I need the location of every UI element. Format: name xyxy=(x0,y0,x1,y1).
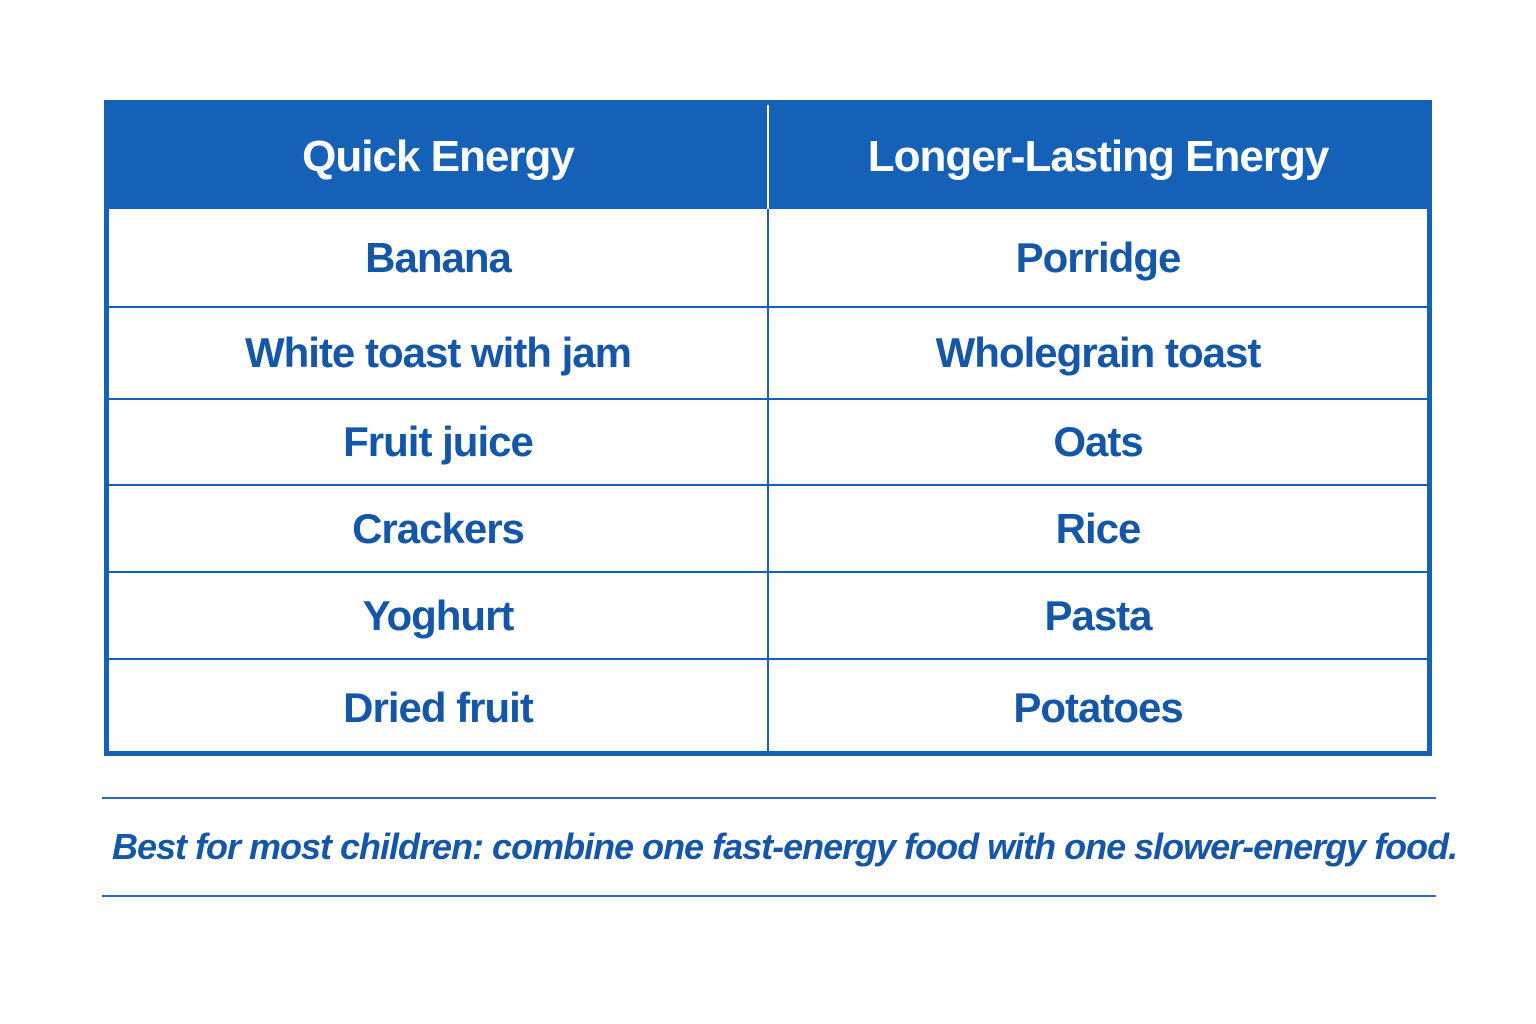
footnote-text: Best for most children: combine one fast… xyxy=(112,826,1458,867)
header-longer-lasting-energy: Longer-Lasting Energy xyxy=(768,105,1427,209)
table-row: Crackers Rice xyxy=(109,485,1427,573)
table-row: Yoghurt Pasta xyxy=(109,572,1427,660)
table-header: Quick Energy Longer-Lasting Energy xyxy=(109,105,1427,209)
table-row: Banana Porridge xyxy=(109,209,1427,308)
quick-energy-cell: Banana xyxy=(109,209,769,308)
quick-energy-cell: Dried fruit xyxy=(109,659,769,756)
footnote-top-divider xyxy=(102,797,1436,799)
quick-energy-cell: Fruit juice xyxy=(109,399,769,486)
table-row: Dried fruit Potatoes xyxy=(109,659,1427,756)
energy-foods-table: Quick Energy Longer-Lasting Energy Banan… xyxy=(109,105,1427,756)
quick-energy-cell: Yoghurt xyxy=(109,572,769,660)
energy-foods-table-frame: Quick Energy Longer-Lasting Energy Banan… xyxy=(104,100,1432,756)
footnote-bottom-divider xyxy=(102,895,1436,897)
header-row: Quick Energy Longer-Lasting Energy xyxy=(109,105,1427,209)
quick-energy-cell: White toast with jam xyxy=(109,307,769,400)
table-row: Fruit juice Oats xyxy=(109,399,1427,486)
longer-lasting-energy-cell: Pasta xyxy=(768,572,1427,660)
longer-lasting-energy-cell: Oats xyxy=(768,399,1427,486)
table-body: Banana Porridge White toast with jam Who… xyxy=(109,209,1427,756)
header-quick-energy: Quick Energy xyxy=(109,105,769,209)
longer-lasting-energy-cell: Wholegrain toast xyxy=(768,307,1427,400)
longer-lasting-energy-cell: Potatoes xyxy=(1013,684,1183,731)
longer-lasting-energy-cell: Rice xyxy=(768,485,1427,573)
quick-energy-cell: Crackers xyxy=(109,485,769,573)
longer-lasting-energy-cell: Porridge xyxy=(768,209,1427,308)
table-row: White toast with jam Wholegrain toast xyxy=(109,307,1427,400)
